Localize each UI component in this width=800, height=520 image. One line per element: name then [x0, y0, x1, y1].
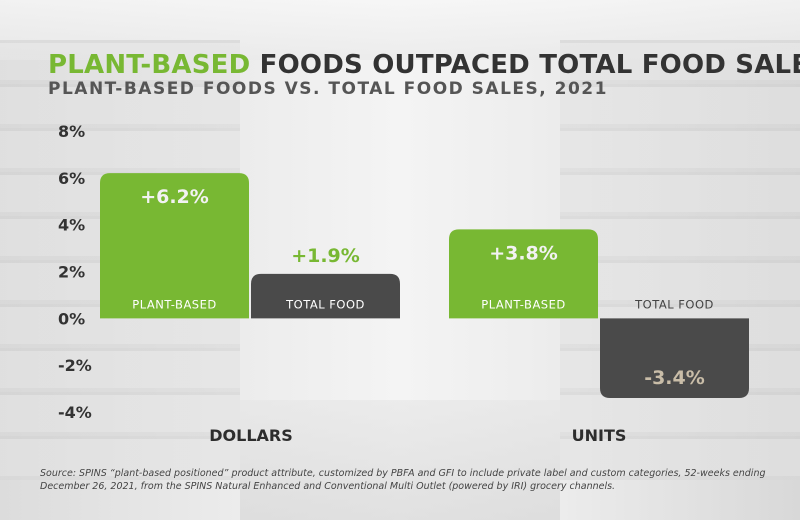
chart-subtitle: PLANT-BASED FOODS VS. TOTAL FOOD SALES, …	[48, 79, 608, 99]
group-label: UNITS	[572, 426, 627, 445]
right-shelf-shape	[560, 40, 800, 480]
bar-category-label: PLANT-BASED	[481, 297, 565, 311]
bar-value-label: -3.4%	[644, 367, 705, 389]
aisle-floor-shape	[240, 400, 560, 520]
y-tick-label: 8%	[58, 122, 85, 141]
y-tick-label: 0%	[58, 309, 85, 328]
bar-value-label: +3.8%	[489, 242, 558, 264]
bar-category-label: TOTAL FOOD	[634, 297, 714, 311]
y-tick-label: -4%	[58, 403, 92, 422]
bar-value-label: +6.2%	[140, 186, 209, 208]
source-footnote: Source: SPINS “plant-based positioned” p…	[40, 468, 766, 492]
title-accent: PLANT-BASED	[48, 50, 251, 80]
bar	[449, 229, 598, 319]
bar-category-label: PLANT-BASED	[132, 297, 216, 311]
chart-title: PLANT-BASED FOODS OUTPACED TOTAL FOOD SA…	[48, 50, 800, 80]
y-tick-label: 6%	[58, 169, 85, 188]
bar-category-label: TOTAL FOOD	[285, 297, 365, 311]
y-tick-label: 4%	[58, 216, 85, 235]
y-tick-label: -2%	[58, 356, 92, 375]
bar-value-label: +1.9%	[291, 245, 360, 267]
bar	[600, 318, 749, 398]
bar	[100, 173, 249, 319]
group-label: DOLLARS	[209, 426, 293, 445]
bar	[251, 273, 400, 319]
y-tick-label: 2%	[58, 263, 85, 282]
title-rest: FOODS OUTPACED TOTAL FOOD SALES	[250, 50, 800, 80]
